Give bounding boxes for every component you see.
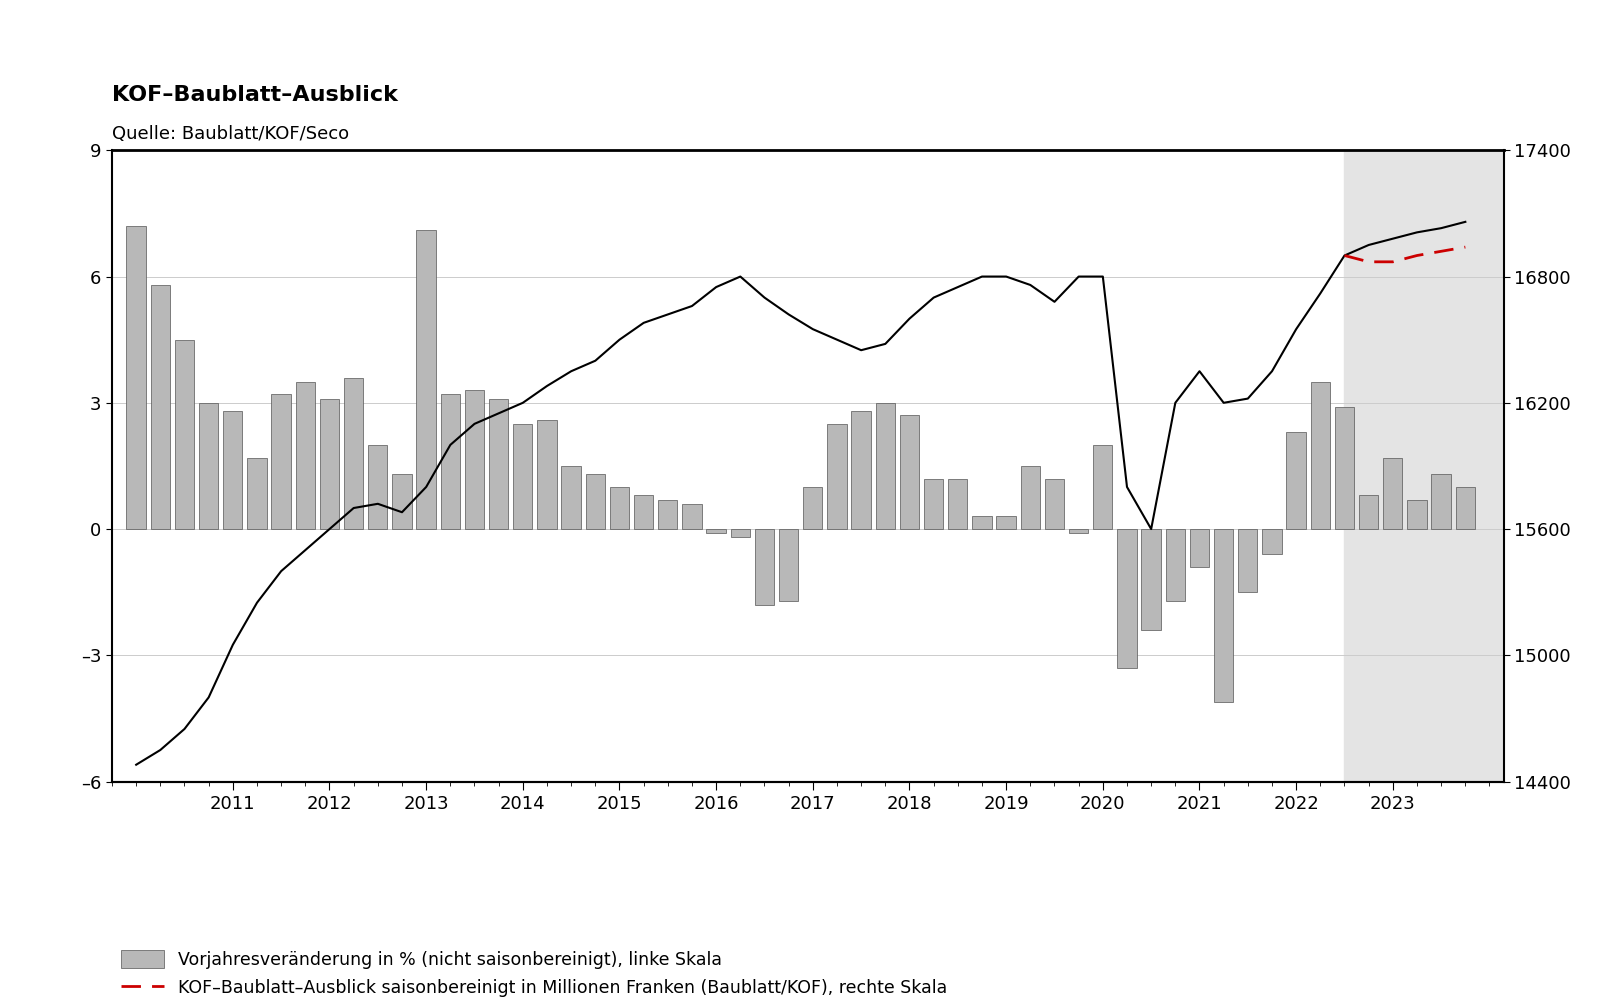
Bar	[1456, 487, 1475, 529]
Bar	[126, 226, 146, 529]
Bar	[490, 399, 509, 529]
Bar	[997, 516, 1016, 529]
Bar	[1286, 432, 1306, 529]
Bar	[851, 411, 870, 529]
Bar	[248, 458, 267, 529]
Bar	[1045, 479, 1064, 529]
Bar	[658, 500, 677, 529]
Bar	[827, 424, 846, 529]
Bar	[538, 420, 557, 529]
Bar	[222, 411, 243, 529]
Bar	[803, 487, 822, 529]
Bar	[949, 479, 968, 529]
Bar	[1358, 495, 1378, 529]
Bar	[174, 340, 194, 529]
Bar	[150, 285, 170, 529]
Bar	[1093, 445, 1112, 529]
Bar	[707, 529, 726, 533]
Bar	[875, 403, 894, 529]
Bar	[198, 403, 218, 529]
Bar	[682, 504, 702, 529]
Bar	[440, 395, 459, 529]
Text: Quelle: Baublatt/KOF/Seco: Quelle: Baublatt/KOF/Seco	[112, 125, 349, 143]
Bar	[320, 399, 339, 529]
Legend: Vorjahresveränderung in % (nicht saisonbereinigt), linke Skala, KOF–Baublatt–Aus: Vorjahresveränderung in % (nicht saisonb…	[120, 950, 947, 1002]
Bar	[1069, 529, 1088, 533]
Bar	[1238, 529, 1258, 592]
Bar	[1214, 529, 1234, 701]
Bar	[1021, 466, 1040, 529]
Bar	[514, 424, 533, 529]
Bar	[1310, 382, 1330, 529]
Bar	[344, 378, 363, 529]
Bar	[272, 395, 291, 529]
Bar	[1166, 529, 1186, 600]
Bar	[562, 466, 581, 529]
Bar	[610, 487, 629, 529]
Bar	[731, 529, 750, 537]
Bar	[1432, 474, 1451, 529]
Bar	[779, 529, 798, 600]
Text: KOF–Baublatt–Ausblick: KOF–Baublatt–Ausblick	[112, 85, 398, 105]
Bar	[755, 529, 774, 605]
Bar	[973, 516, 992, 529]
Bar	[586, 474, 605, 529]
Bar	[1141, 529, 1162, 630]
Bar	[899, 416, 918, 529]
Bar	[923, 479, 944, 529]
Bar	[368, 445, 387, 529]
Bar	[1408, 500, 1427, 529]
Bar	[1117, 529, 1136, 668]
Bar	[1344, 150, 1504, 782]
Bar	[392, 474, 411, 529]
Bar	[1334, 407, 1354, 529]
Bar	[634, 495, 653, 529]
Bar	[466, 390, 485, 529]
Bar	[1262, 529, 1282, 554]
Bar	[296, 382, 315, 529]
Bar	[1190, 529, 1210, 567]
Bar	[416, 230, 435, 529]
Bar	[1382, 458, 1403, 529]
